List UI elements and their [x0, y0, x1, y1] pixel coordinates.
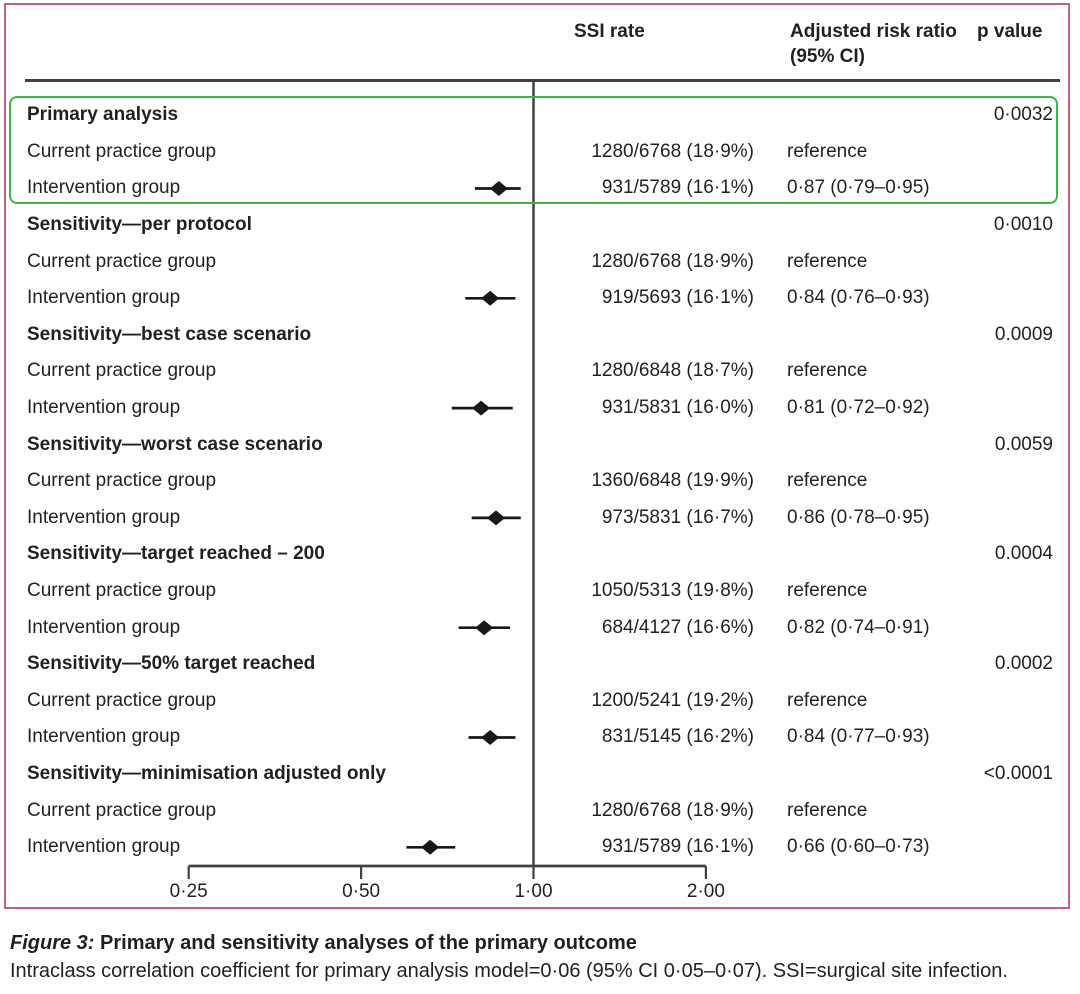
column-header-adjusted-risk-ratio: Adjusted risk ratio [790, 21, 957, 42]
primary-analysis-highlight-box [9, 96, 1058, 204]
figure-footnote: Intraclass correlation coefficient for p… [10, 960, 1008, 982]
point-estimate-diamond [472, 400, 491, 416]
figure-border [4, 3, 1070, 909]
point-estimate-diamond [481, 730, 500, 745]
column-header-p-value: p value [977, 21, 1043, 42]
column-header-ssi-rate: SSI rate [574, 21, 645, 42]
column-header-95-ci: (95% CI) [790, 46, 865, 67]
point-estimate-diamond [486, 510, 505, 526]
figure-caption-title: Primary and sensitivity analyses of the … [100, 932, 637, 954]
point-estimate-diamond [489, 181, 508, 196]
point-estimate-diamond [475, 620, 494, 636]
point-estimate-diamond [481, 290, 500, 306]
point-estimate-diamond [421, 839, 440, 855]
figure-caption: Figure 3: Primary and sensitivity analys… [10, 932, 637, 955]
figure-caption-label: Figure 3: [10, 932, 95, 954]
